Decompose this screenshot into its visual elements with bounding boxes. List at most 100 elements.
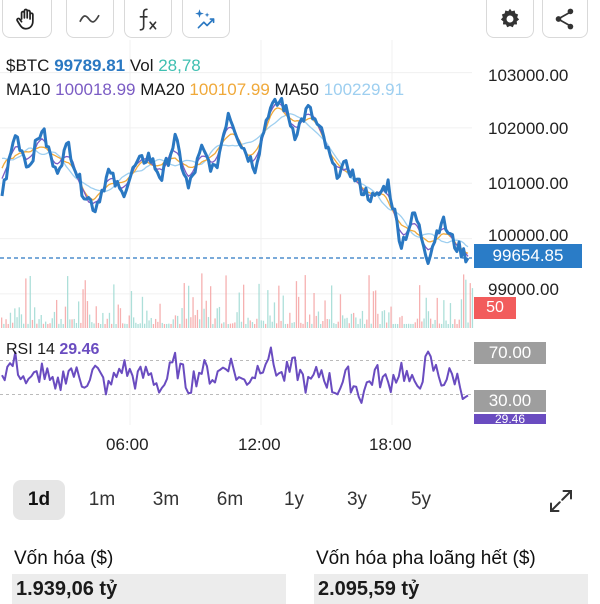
volume-bar	[454, 319, 456, 328]
volume-bar	[278, 285, 280, 328]
fullscreen-button[interactable]	[546, 486, 576, 516]
volume-bar	[368, 275, 370, 328]
volume-bar	[201, 273, 203, 328]
range-tab-3m[interactable]: 3m	[152, 489, 180, 510]
volume-bar	[150, 317, 152, 328]
range-tab-1m[interactable]: 1m	[88, 489, 116, 510]
x-tick-1800: 18:00	[369, 435, 412, 454]
volume-bar	[115, 323, 117, 328]
volume-bar	[397, 323, 399, 328]
volume-bar	[89, 314, 91, 328]
range-tab-6m[interactable]: 6m	[216, 489, 244, 510]
ma50-label: MA50	[274, 80, 319, 99]
volume-bar	[342, 315, 344, 328]
vol-value: 28,78	[158, 56, 201, 75]
volume-bar	[194, 315, 196, 328]
hand-tool-button[interactable]	[2, 0, 52, 38]
rsi-line	[1, 346, 469, 404]
ai-chart-button[interactable]	[182, 0, 230, 38]
volume-bar	[122, 323, 124, 328]
volume-bar	[370, 323, 372, 328]
volume-bar	[238, 292, 240, 328]
volume-bar	[170, 323, 172, 328]
volume-bar	[260, 320, 262, 328]
volume-bar	[3, 323, 5, 328]
volume-bar	[124, 323, 126, 328]
volume-bar	[265, 323, 267, 328]
volume-bar	[84, 280, 86, 328]
volume-bar	[361, 310, 364, 328]
volume-bar	[205, 300, 207, 328]
function-tool-button[interactable]	[124, 0, 172, 38]
volume-bar	[456, 323, 458, 328]
volume-bar	[291, 322, 293, 328]
volume-bar	[441, 323, 443, 328]
volume-bar	[161, 322, 163, 328]
volume-bar	[258, 283, 260, 328]
volume-bar	[412, 323, 414, 328]
volume-bar	[434, 319, 436, 328]
rsi-lower-badge: 30.00	[474, 390, 546, 412]
volume-bar	[284, 323, 287, 328]
volume-badge: 50	[474, 297, 516, 319]
volume-bar	[137, 323, 139, 328]
volume-bar	[108, 312, 111, 328]
volume-bar	[326, 318, 328, 328]
volume-bar	[410, 323, 412, 328]
volume-bar	[324, 300, 326, 328]
volume-bar	[254, 323, 256, 328]
expand-icon	[550, 490, 572, 512]
volume-bar	[348, 323, 350, 328]
volume-bar	[47, 323, 49, 328]
market-cap-value: 1.939,06 tỷ	[12, 574, 286, 604]
volume-bar	[58, 323, 60, 328]
volume-bar	[82, 289, 84, 328]
settings-button[interactable]	[486, 0, 534, 38]
volume-bar	[12, 322, 14, 328]
volume-bar	[146, 310, 148, 328]
volume-bar	[287, 323, 289, 328]
volume-bar	[144, 323, 146, 328]
volume-bar	[267, 290, 269, 328]
volume-bar	[280, 320, 282, 328]
volume-bar	[95, 306, 97, 328]
volume-bar	[102, 312, 104, 328]
volume-bar	[333, 323, 335, 328]
volume-bar	[216, 308, 218, 328]
range-tab-5y[interactable]: 5y	[410, 489, 432, 510]
volume-bar	[130, 291, 133, 328]
curve-tool-button[interactable]	[66, 0, 114, 38]
volume-bar	[317, 311, 320, 328]
volume-bar	[53, 311, 56, 328]
volume-bar	[430, 318, 432, 328]
price-chart[interactable]	[0, 0, 600, 460]
volume-bar	[304, 275, 306, 328]
range-tab-3y[interactable]: 3y	[346, 489, 368, 510]
volume-bar	[438, 323, 441, 328]
volume-bar	[427, 311, 430, 328]
range-tab-1d[interactable]: 1d	[13, 480, 65, 520]
y-tick-4: 100000.00	[488, 226, 569, 245]
share-icon	[555, 8, 574, 29]
volume-bar	[421, 321, 423, 328]
range-tab-1y[interactable]: 1y	[283, 489, 305, 510]
volume-bar	[5, 319, 7, 328]
volume-bar	[359, 318, 361, 328]
volume-bar	[221, 323, 223, 328]
volume-bar	[282, 295, 284, 328]
volume-bar	[214, 318, 216, 328]
volume-bar	[236, 312, 238, 328]
volume-bar	[372, 291, 375, 328]
volume-bar	[60, 318, 62, 328]
x-tick-0600: 06:00	[106, 435, 149, 454]
volume-bar	[40, 314, 42, 328]
volume-bar	[20, 314, 23, 328]
volume-bar	[188, 285, 190, 328]
volume-bar	[97, 322, 100, 328]
ma10-value: 100018.99	[55, 80, 136, 99]
share-button[interactable]	[542, 0, 588, 38]
volume-bar	[377, 313, 379, 328]
volume-bar	[14, 308, 16, 328]
volume-bar	[80, 322, 82, 328]
volume-bar	[111, 323, 113, 328]
